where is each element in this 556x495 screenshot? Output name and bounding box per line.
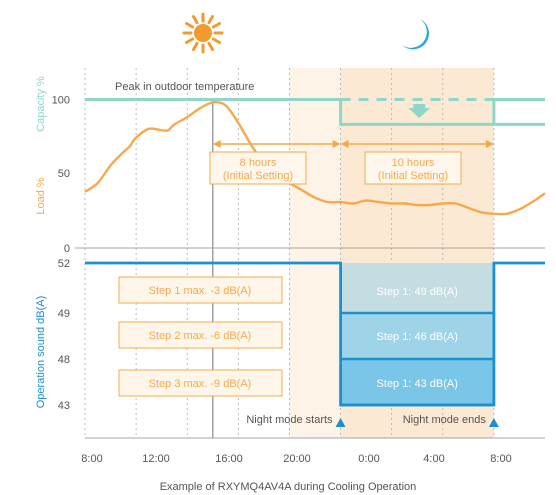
moon-icon — [402, 19, 430, 50]
night-mode-ends-label: Night mode ends — [403, 414, 487, 426]
night-step-band-2 — [340, 313, 494, 359]
sun-icon — [182, 12, 224, 54]
night-step-label-3: Step 1: 43 dB(A) — [377, 378, 458, 390]
load-tick-0: 0 — [64, 243, 70, 255]
interval-arrow-2 — [340, 140, 494, 148]
capacity-reduction-arrow — [408, 104, 431, 118]
moon-crescent — [402, 19, 430, 50]
sun-ray-4 — [192, 41, 199, 51]
chart-caption: Example of RXYMQ4AV4A during Cooling Ope… — [160, 481, 417, 493]
interval-label-2-line2: (Initial Setting) — [378, 170, 448, 182]
sun-ray-10 — [207, 15, 214, 25]
step-label-box-3 — [118, 369, 283, 397]
x-tick-6: 8:00 — [490, 453, 511, 465]
peak-label: Peak in outdoor temperature — [115, 81, 254, 93]
pre-night-band — [289, 68, 341, 438]
sound-tick-43: 43 — [58, 400, 70, 412]
sun-ray-11 — [211, 22, 221, 29]
x-tick-3: 20:00 — [283, 453, 311, 465]
step-label-2: Step 2 max. -6 dB(A) — [149, 330, 252, 342]
sun-ray-5 — [185, 37, 195, 44]
step-label-1: Step 1 max. -3 dB(A) — [149, 285, 252, 297]
interval-arrow-1-head-right — [332, 140, 341, 148]
night-step-band-1 — [340, 263, 494, 313]
x-tick-1: 12:00 — [142, 453, 170, 465]
step-label-box-2 — [118, 321, 283, 349]
capacity-line — [85, 98, 545, 126]
x-tick-2: 16:00 — [215, 453, 243, 465]
capacity-tick-100: 100 — [52, 95, 70, 107]
night-step-label-1: Step 1: 49 dB(A) — [377, 286, 458, 298]
sound-axis-label: Operation sound dB(A) — [35, 296, 47, 409]
night-step-band-3 — [340, 359, 494, 405]
step-label-3: Step 3 max. -9 dB(A) — [149, 378, 252, 390]
capacity-axis-label: Capacity % — [35, 76, 47, 132]
interval-arrow-2-head-right — [485, 140, 494, 148]
sound-tick-52: 52 — [58, 258, 70, 270]
night-mode-starts-marker — [335, 418, 346, 427]
night-step-label-2: Step 1: 46 dB(A) — [377, 331, 458, 343]
load-curve — [84, 100, 546, 216]
interval-label-1-box — [209, 151, 307, 185]
sound-tick-49: 49 — [58, 308, 70, 320]
sun-ray-2 — [207, 41, 214, 51]
interval-arrow-1-head-left — [212, 140, 221, 148]
night-mode-starts-label: Night mode starts — [246, 414, 333, 426]
load-axis-label: Load % — [35, 177, 47, 215]
interval-arrow-1 — [212, 140, 341, 148]
sun-ray-8 — [192, 15, 199, 25]
step-label-box-1 — [118, 276, 283, 304]
interval-arrow-2-head-left — [340, 140, 349, 148]
night-mode-ends-marker — [488, 418, 499, 427]
x-tick-5: 4:00 — [423, 453, 444, 465]
interval-label-1-line2: (Initial Setting) — [223, 170, 293, 182]
sound-line — [85, 261, 545, 407]
load-tick-50: 50 — [58, 168, 70, 180]
sound-tick-48: 48 — [58, 354, 70, 366]
interval-label-2-box — [364, 151, 462, 185]
x-tick-4: 0:00 — [358, 453, 379, 465]
interval-label-1-line1: 8 hours — [240, 157, 277, 169]
interval-label-2-line1: 10 hours — [392, 157, 435, 169]
sun-disc — [194, 24, 212, 42]
x-tick-0: 8:00 — [81, 453, 102, 465]
sun-ray-1 — [211, 37, 221, 44]
sun-ray-7 — [185, 22, 195, 29]
